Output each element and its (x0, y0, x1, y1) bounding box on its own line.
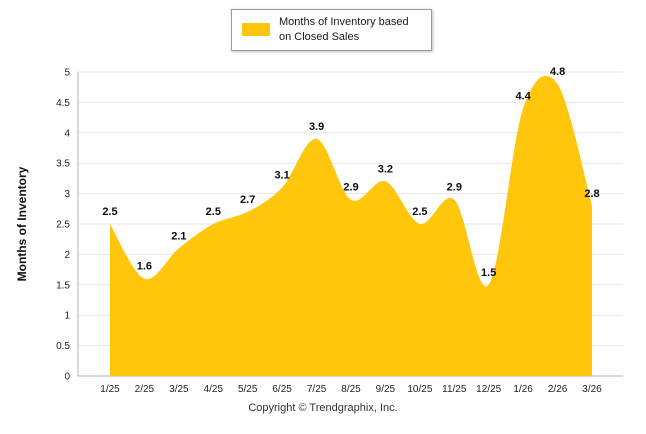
y-tick-label: 3.5 (56, 159, 70, 170)
data-label: 2.5 (102, 206, 117, 218)
x-tick-label: 9/25 (376, 384, 396, 395)
x-tick-label: 1/25 (100, 384, 120, 395)
data-label: 1.5 (481, 267, 496, 279)
y-tick-label: 2 (64, 250, 70, 261)
data-label: 3.1 (274, 170, 289, 182)
y-tick-label: 3 (64, 189, 70, 200)
data-label: 4.4 (515, 91, 531, 103)
x-tick-label: 12/25 (476, 384, 501, 395)
data-label: 2.8 (584, 188, 599, 200)
data-label: 3.2 (378, 163, 393, 175)
y-tick-label: 4.5 (56, 98, 70, 109)
y-tick-label: 1.5 (56, 280, 70, 291)
x-tick-label: 6/25 (272, 384, 292, 395)
y-tick-label: 0.5 (56, 341, 70, 352)
data-label: 2.5 (412, 206, 427, 218)
y-tick-label: 0 (64, 372, 70, 383)
legend: Months of Inventory based on Closed Sale… (231, 9, 432, 51)
x-tick-label: 2/26 (548, 384, 568, 395)
x-tick-label: 8/25 (341, 384, 361, 395)
x-tick-label: 1/26 (513, 384, 533, 395)
x-tick-label: 4/25 (204, 384, 224, 395)
x-tick-label: 7/25 (307, 384, 327, 395)
x-tick-label: 2/25 (135, 384, 155, 395)
data-label: 2.9 (447, 182, 462, 194)
copyright: Copyright © Trendgraphix, Inc. (248, 402, 398, 414)
data-label: 2.1 (171, 230, 186, 242)
x-tick-label: 11/25 (442, 384, 467, 395)
data-label: 2.5 (206, 206, 221, 218)
y-tick-label: 5 (64, 68, 70, 79)
y-tick-label: 2.5 (56, 220, 70, 231)
data-label: 3.9 (309, 121, 324, 133)
y-tick-label: 1 (64, 311, 70, 322)
area-series (110, 75, 592, 376)
x-tick-label: 10/25 (407, 384, 432, 395)
legend-label: Months of Inventory based on Closed Sale… (279, 16, 409, 43)
y-axis-title: Months of Inventory (15, 166, 29, 282)
data-label: 1.6 (137, 261, 152, 273)
x-tick-label: 3/25 (169, 384, 189, 395)
y-tick-label: 4 (64, 128, 70, 139)
data-label: 2.7 (240, 194, 255, 206)
x-tick-label: 5/25 (238, 384, 258, 395)
legend-swatch-icon (242, 23, 270, 37)
data-label: 2.9 (343, 182, 358, 194)
x-tick-label: 3/26 (582, 384, 602, 395)
data-label: 4.8 (550, 66, 565, 78)
